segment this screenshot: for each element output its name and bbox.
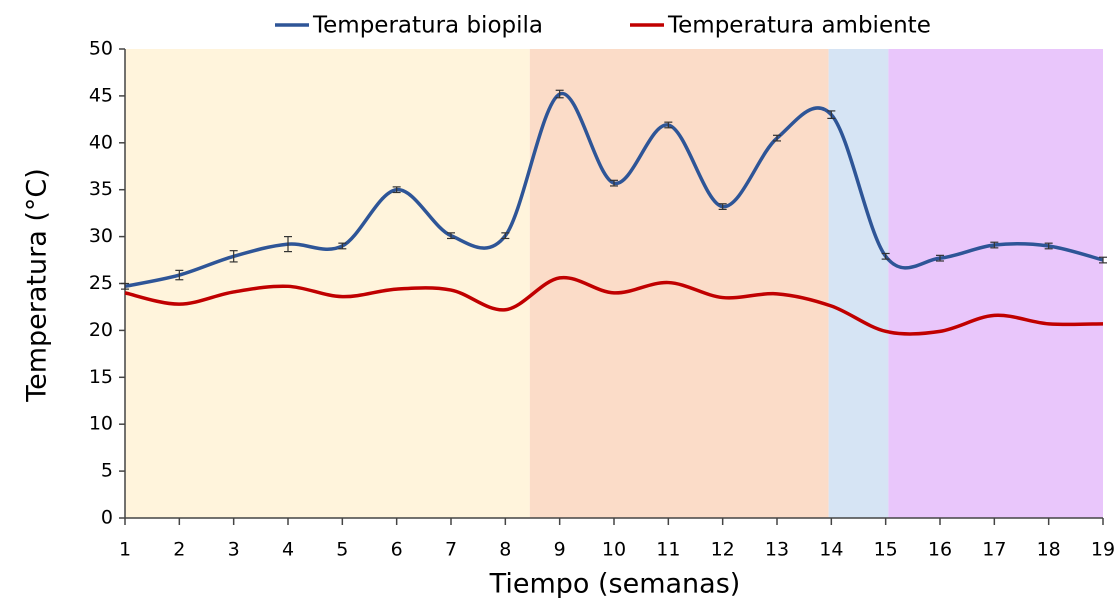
error-bar <box>990 241 999 249</box>
x-tick-label: 17 <box>982 539 1006 561</box>
legend-label: Temperatura ambiente <box>667 13 931 39</box>
error-bar <box>610 179 618 187</box>
error-bar <box>392 186 401 194</box>
x-tick-label: 19 <box>1091 539 1115 561</box>
error-bar <box>1044 242 1053 250</box>
legend-label: Temperatura biopila <box>312 13 543 39</box>
error-bar <box>447 232 455 240</box>
x-tick-label: 12 <box>711 539 735 561</box>
x-tick-label: 1 <box>119 539 131 561</box>
x-tick-label: 18 <box>1037 539 1061 561</box>
y-tick-label: 35 <box>89 178 113 200</box>
error-bar <box>229 250 238 263</box>
x-tick-label: 2 <box>173 539 185 561</box>
error-bar <box>773 134 781 142</box>
error-bar <box>936 254 944 262</box>
error-bar <box>338 242 347 250</box>
error-bar <box>555 89 564 99</box>
x-tick-label: 8 <box>499 539 511 561</box>
error-bar <box>284 236 292 253</box>
error-bar <box>1099 256 1107 264</box>
x-tick-label: 13 <box>765 539 789 561</box>
series-line <box>124 275 1104 336</box>
error-bar <box>881 252 890 260</box>
error-bar <box>121 282 129 290</box>
error-bar <box>718 203 727 210</box>
phase-region <box>888 49 1103 518</box>
phase-region <box>828 49 889 518</box>
y-tick-label: 30 <box>89 225 113 247</box>
x-tick-label: 11 <box>656 539 680 561</box>
y-tick-label: 20 <box>89 319 113 341</box>
error-bar <box>501 232 510 240</box>
x-tick-label: 6 <box>391 539 403 561</box>
series-line <box>124 92 1104 289</box>
y-tick-label: 5 <box>101 460 113 482</box>
y-tick-label: 0 <box>101 507 113 529</box>
y-tick-label: 15 <box>89 366 113 388</box>
x-tick-label: 10 <box>602 539 626 561</box>
error-bar <box>175 269 184 281</box>
x-tick-label: 9 <box>554 539 566 561</box>
x-tick-label: 7 <box>445 539 457 561</box>
x-axis-label: Tiempo (semanas) <box>489 569 741 600</box>
y-tick-label: 10 <box>89 413 113 435</box>
x-tick-label: 5 <box>336 539 348 561</box>
y-tick-label: 25 <box>89 272 113 294</box>
y-axis-label: Temperatura (°C) <box>22 168 53 403</box>
error-bar <box>827 110 836 120</box>
y-tick-label: 45 <box>89 84 113 106</box>
x-tick-label: 3 <box>228 539 240 561</box>
error-bar <box>664 121 673 129</box>
x-tick-label: 15 <box>874 539 898 561</box>
x-tick-label: 16 <box>928 539 952 561</box>
y-tick-label: 50 <box>89 38 113 60</box>
y-tick-label: 40 <box>89 131 113 153</box>
phase-region <box>125 49 530 518</box>
x-tick-label: 14 <box>819 539 843 561</box>
x-tick-label: 4 <box>282 539 294 561</box>
